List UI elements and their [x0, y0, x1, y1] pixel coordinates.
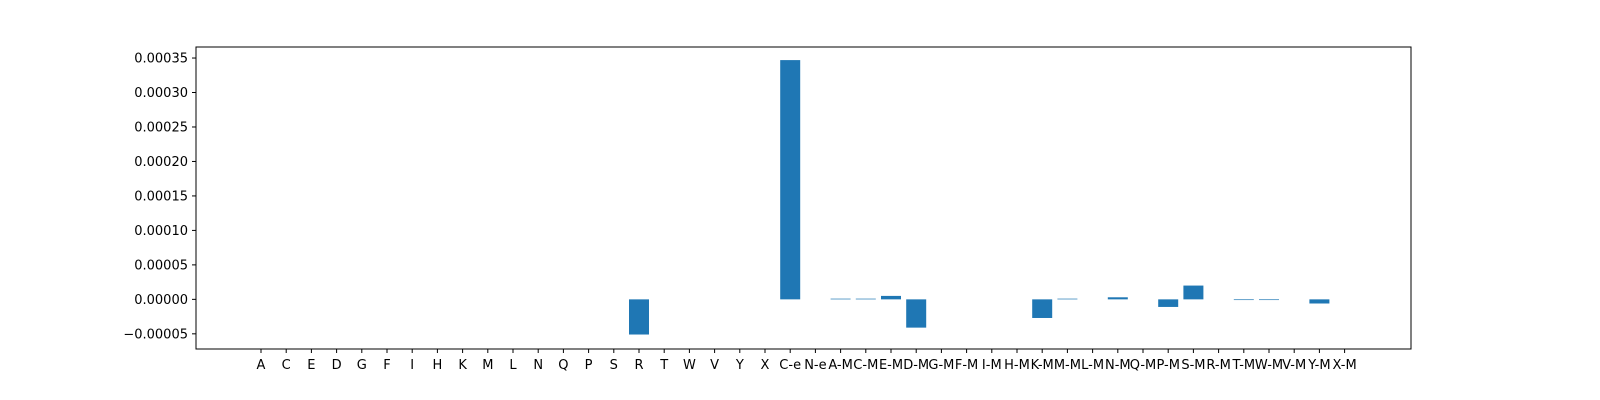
- x-tick-label: Y: [735, 358, 744, 373]
- x-tick-label: L-M: [1081, 358, 1104, 373]
- x-tick-label: C: [282, 358, 291, 373]
- bar-E-M: [881, 295, 901, 300]
- x-tick-label: I: [410, 358, 414, 373]
- x-tick-label: M-M: [1054, 358, 1081, 373]
- bar-C-M: [855, 298, 876, 300]
- y-tick-label: 0.00010: [134, 224, 188, 239]
- x-tick-label: R: [634, 358, 643, 373]
- bar-R: [629, 299, 649, 335]
- x-tick-label: C-e: [779, 358, 801, 373]
- x-tick-label: K: [458, 358, 467, 373]
- x-tick-label: P: [585, 358, 593, 373]
- x-tick-label: L: [509, 358, 517, 373]
- x-tick-label: A: [257, 358, 266, 373]
- bar-T-M: [1233, 299, 1254, 301]
- x-tick-label: D-M: [903, 358, 929, 373]
- bar-K-M: [1032, 299, 1053, 318]
- x-tick-label: S-M: [1181, 358, 1205, 373]
- bar-M-M: [1057, 298, 1078, 300]
- x-tick-label: Q: [558, 358, 568, 373]
- x-tick-label: P-M: [1156, 358, 1179, 373]
- x-tick-label: T-M: [1231, 358, 1255, 373]
- x-tick-label: F-M: [955, 358, 978, 373]
- x-tick-label: E: [307, 358, 315, 373]
- y-tick-label: 0.00035: [134, 52, 188, 67]
- x-tick-label: V-M: [1282, 358, 1306, 373]
- x-tick-label: C-M: [853, 358, 878, 373]
- y-tick-label: 0.00005: [134, 258, 188, 273]
- bar-C-e: [780, 60, 801, 300]
- x-tick-label: S: [610, 358, 618, 373]
- x-tick-label: N-M: [1105, 358, 1131, 373]
- x-tick-label: X: [761, 358, 770, 373]
- y-tick-label: 0.00030: [134, 86, 188, 101]
- y-axis-ticks: −0.00005 0.00000 0.00005 0.00010 0.00015 0.00…: [123, 52, 196, 342]
- y-tick-label: −0.00005: [123, 327, 188, 342]
- bar-A-M: [830, 298, 851, 300]
- y-tick-label: 0.00000: [134, 293, 188, 308]
- bar-N-M: [1107, 297, 1128, 300]
- x-tick-label: G: [357, 358, 367, 373]
- x-tick-label: R-M: [1206, 358, 1230, 373]
- y-tick-label: 0.00025: [134, 120, 188, 135]
- x-tick-label: N: [533, 358, 543, 373]
- x-tick-label: D: [332, 358, 342, 373]
- bars-group: [629, 60, 1330, 335]
- x-tick-label: E-M: [879, 358, 903, 373]
- x-tick-label: K-M: [1031, 358, 1054, 373]
- x-tick-label: W-M: [1255, 358, 1283, 373]
- bar-W-M: [1259, 299, 1279, 301]
- x-tick-label: G-M: [928, 358, 954, 373]
- x-tick-label: N-e: [804, 358, 826, 373]
- x-tick-label: T: [659, 358, 668, 373]
- x-tick-label: I-M: [982, 358, 1002, 373]
- x-tick-label: W: [683, 358, 696, 373]
- x-tick-label: H: [433, 358, 443, 373]
- bar-Y-M: [1309, 299, 1330, 304]
- x-tick-label: X-M: [1333, 358, 1357, 373]
- bar-P-M: [1158, 299, 1179, 307]
- y-tick-label: 0.00020: [134, 155, 188, 170]
- plot-frame: [195, 46, 1412, 350]
- x-tick-label: H-M: [1004, 358, 1030, 373]
- x-tick-label: V: [710, 358, 719, 373]
- x-axis-ticks: A C E D G F I H K M L N Q P S R T W V Y X C-e N-e A-M C-M E-M D-M G…: [257, 349, 1357, 373]
- x-tick-label: Y-M: [1307, 358, 1330, 373]
- x-tick-label: Q-M: [1130, 358, 1157, 373]
- y-tick-label: 0.00015: [134, 189, 188, 204]
- x-tick-label: A-M: [828, 358, 853, 373]
- x-tick-label: M: [482, 358, 493, 373]
- bar-S-M: [1183, 285, 1204, 300]
- x-tick-label: F: [383, 358, 390, 373]
- bar-D-M: [906, 299, 927, 328]
